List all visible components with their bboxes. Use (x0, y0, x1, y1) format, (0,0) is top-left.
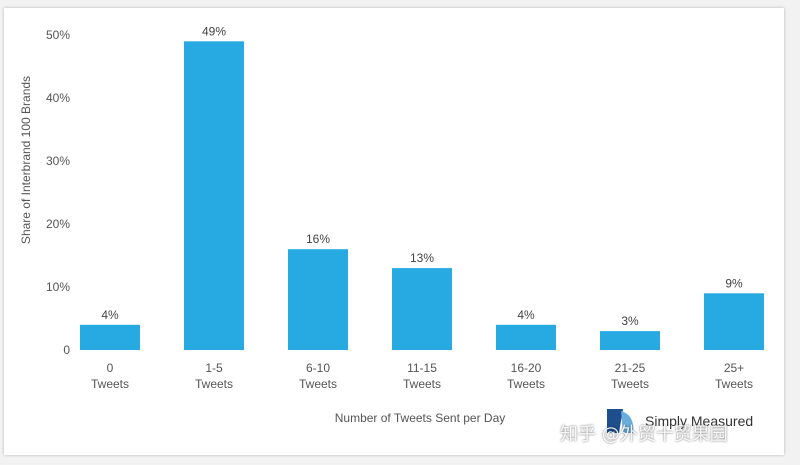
category-label: 1-5 (205, 361, 223, 375)
category-label: 6-10 (306, 361, 330, 375)
category-sublabel: Tweets (299, 377, 337, 391)
bar (80, 324, 140, 350)
bars: 4% 0 Tweets 49% 1-5 Tweets 16% 6-10 Tweets 13% 11-… (80, 24, 764, 391)
y-axis-ticks: 0 10% 20% 30% 40% 50% (46, 28, 70, 357)
bar (600, 331, 660, 350)
bar (184, 41, 244, 351)
y-tick-label: 30% (46, 154, 70, 168)
bar-value-label: 4% (517, 308, 535, 322)
bar-value-label: 3% (621, 314, 639, 328)
bar-value-label: 13% (410, 251, 434, 265)
category-label: 25+ (724, 361, 744, 375)
brand-name: Simply Measured (645, 413, 754, 429)
y-tick-label: 50% (46, 28, 70, 42)
y-tick-label: 20% (46, 217, 70, 231)
bar (288, 249, 348, 350)
bar-value-label: 4% (101, 308, 119, 322)
category-sublabel: Tweets (715, 377, 753, 391)
y-tick-label: 10% (46, 280, 70, 294)
x-axis-title: Number of Tweets Sent per Day (335, 411, 506, 425)
category-label: 21-25 (615, 361, 646, 375)
simply-measured-logo-icon (607, 409, 634, 433)
chart-frame (4, 8, 784, 455)
bar-value-label: 16% (306, 232, 330, 246)
category-sublabel: Tweets (403, 377, 441, 391)
brand-logo: Simply Measured (605, 405, 780, 445)
category-sublabel: Tweets (195, 377, 233, 391)
bar-value-label: 49% (202, 24, 226, 38)
bar (496, 324, 556, 350)
category-label: 16-20 (511, 361, 542, 375)
category-sublabel: Tweets (507, 377, 545, 391)
watermark-text: 知乎 @外贸十贸果园 (560, 424, 728, 445)
category-label: 11-15 (407, 361, 437, 375)
category-label: 0 (107, 361, 114, 375)
category-sublabel: Tweets (611, 377, 649, 391)
bar (704, 293, 764, 350)
bar-value-label: 9% (725, 276, 743, 290)
y-tick-label: 40% (46, 91, 70, 105)
bar (392, 268, 452, 350)
y-axis-title: Share of Interbrand 100 Brands (19, 76, 33, 244)
y-tick-label: 0 (63, 343, 70, 357)
category-sublabel: Tweets (91, 377, 129, 391)
